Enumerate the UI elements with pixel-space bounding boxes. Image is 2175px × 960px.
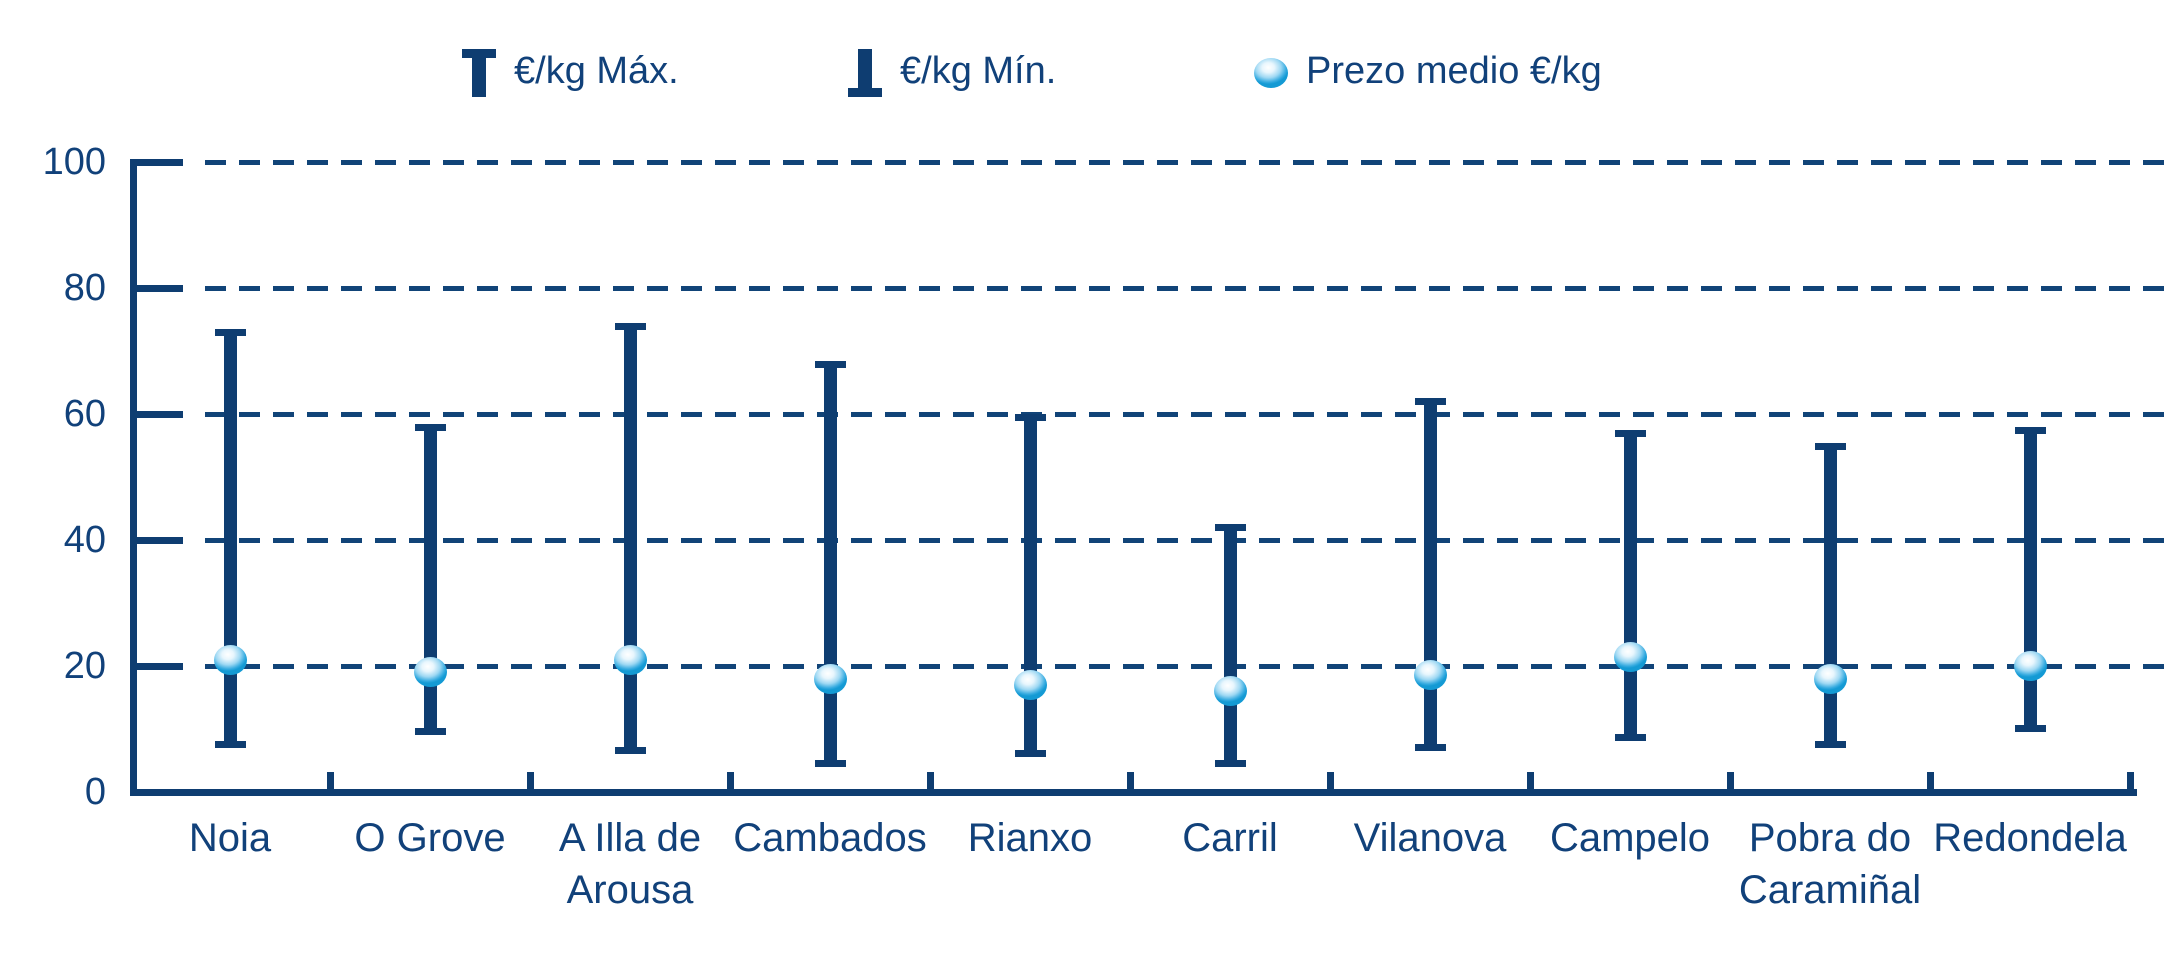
min-cap — [1214, 759, 1246, 767]
legend-item-min: €/kg Mín. — [848, 46, 1056, 100]
min-cap — [1414, 743, 1446, 751]
min-cap — [1014, 750, 1046, 758]
x-boundary-tick — [1327, 772, 1334, 789]
x-label: A Illa de Arousa — [558, 816, 702, 912]
max-cap — [1614, 429, 1646, 437]
avg-marker — [1413, 660, 1447, 691]
min-cap — [214, 740, 246, 748]
x-boundary-tick — [1927, 772, 1934, 789]
bar-stem — [223, 332, 237, 745]
x-label: Pobra do Caramiñal — [1738, 816, 1922, 912]
x-label: Vilanova — [1353, 816, 1507, 860]
avg-marker — [1813, 663, 1847, 694]
gridline-80 — [205, 286, 2165, 291]
avg-marker — [1013, 669, 1047, 700]
avg-marker — [1213, 676, 1247, 707]
avg-marker — [813, 663, 847, 694]
avg-ball-icon — [1254, 58, 1288, 88]
gridline-60 — [205, 412, 2165, 417]
bar-stem — [2023, 429, 2037, 729]
x-axis — [130, 789, 2137, 796]
x-label: Cambados — [733, 816, 927, 860]
gridline-40 — [205, 538, 2165, 543]
max-cap — [1214, 524, 1246, 532]
y-tick-60 — [137, 411, 183, 418]
min-cap — [414, 728, 446, 736]
min-whisker-icon — [848, 49, 882, 97]
legend-item-max: €/kg Máx. — [462, 46, 679, 100]
x-label: Noia — [188, 816, 272, 860]
x-label: Campelo — [1549, 816, 1711, 860]
max-cap — [1414, 398, 1446, 406]
bar-stem — [1023, 417, 1037, 755]
legend-avg-label: Prezo medio €/kg — [1306, 50, 1602, 92]
avg-marker — [2013, 651, 2047, 681]
y-tick-label-80: 80 — [63, 267, 106, 309]
x-boundary-tick — [927, 772, 934, 789]
y-tick-100 — [137, 159, 183, 166]
avg-marker — [413, 657, 447, 688]
min-cap — [2014, 725, 2046, 732]
max-cap — [1814, 442, 1846, 450]
bar-stem — [823, 363, 837, 764]
y-tick-label-60: 60 — [63, 393, 106, 435]
x-boundary-tick — [327, 772, 334, 789]
legend-max-label: €/kg Máx. — [514, 50, 679, 92]
gridline-100 — [205, 160, 2165, 165]
x-boundary-tick — [1527, 772, 1534, 789]
max-cap — [614, 322, 646, 330]
x-label: Carril — [1182, 816, 1278, 860]
legend-item-avg: Prezo medio €/kg — [1254, 46, 1602, 100]
y-tick-label-100: 100 — [42, 141, 106, 183]
y-tick-40 — [137, 537, 183, 544]
x-boundary-tick — [1727, 772, 1734, 789]
y-tick-20 — [137, 663, 183, 670]
y-axis — [130, 159, 137, 795]
max-cap — [414, 423, 446, 431]
min-cap — [814, 759, 846, 767]
max-cap — [2014, 426, 2046, 434]
gridline-20 — [205, 664, 2165, 669]
bar-stem — [1823, 445, 1837, 745]
x-boundary-tick — [2127, 772, 2134, 789]
max-cap — [1014, 414, 1046, 422]
min-cap — [614, 747, 646, 755]
avg-marker — [613, 644, 647, 675]
bar-stem — [423, 426, 437, 733]
min-cap — [1814, 740, 1846, 748]
x-label: O Grove — [354, 816, 506, 860]
max-cap — [214, 329, 246, 337]
x-boundary-tick — [1127, 772, 1134, 789]
bar-stem — [1623, 432, 1637, 739]
y-tick-label-40: 40 — [63, 519, 106, 561]
avg-marker — [1613, 641, 1647, 672]
legend-min-label: €/kg Mín. — [900, 50, 1057, 92]
x-boundary-tick — [727, 772, 734, 789]
y-tick-label-20: 20 — [63, 645, 106, 687]
max-whisker-icon — [462, 49, 496, 97]
y-tick-80 — [137, 285, 183, 292]
bar-stem — [623, 325, 637, 752]
min-cap — [1614, 734, 1646, 742]
y-tick-label-0: 0 — [84, 771, 106, 813]
x-label: Rianxo — [967, 816, 1093, 860]
bar-stem — [1223, 527, 1237, 764]
x-boundary-tick — [527, 772, 534, 789]
x-label: Redondela — [1933, 816, 2127, 860]
max-cap — [814, 360, 846, 368]
bar-stem — [1423, 401, 1437, 748]
avg-marker — [213, 644, 247, 675]
